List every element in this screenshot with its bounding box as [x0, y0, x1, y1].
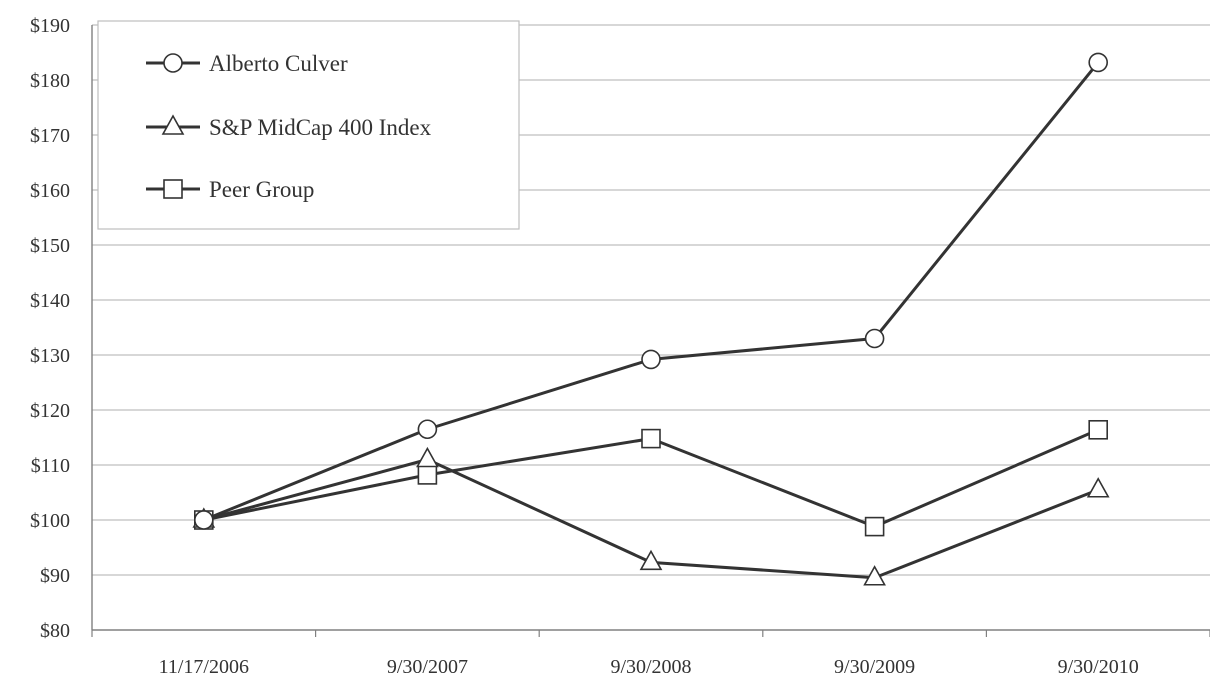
- data-point-circle: [864, 328, 885, 349]
- y-tick-label: $110: [31, 455, 70, 477]
- y-tick-label: $160: [30, 180, 70, 202]
- legend-marker-square: [163, 179, 183, 199]
- x-tick-label: 9/30/2007: [387, 656, 468, 678]
- y-tick-label: $170: [30, 125, 70, 147]
- data-point-triangle: [639, 549, 663, 571]
- y-tick-label: $100: [30, 510, 70, 532]
- y-tick-label: $120: [30, 400, 70, 422]
- x-tick-label: 11/17/2006: [159, 656, 249, 678]
- y-tick-label: $80: [40, 620, 70, 642]
- data-point-square: [641, 428, 661, 449]
- y-tick-label: $140: [30, 290, 70, 312]
- data-point-circle: [194, 510, 214, 530]
- axes: [91, 25, 1210, 637]
- legend-label: Peer Group: [209, 177, 314, 202]
- data-point-triangle: [863, 565, 886, 586]
- data-point-triangle: [416, 446, 439, 468]
- data-point-square: [417, 465, 438, 485]
- data-point-circle: [641, 349, 661, 370]
- legend: Alberto Culver S&P MidCap 400 Index Peer G…: [97, 20, 520, 230]
- data-point-circle: [417, 419, 438, 440]
- y-tick-label: $190: [30, 15, 70, 37]
- legend-marker-triangle: [161, 114, 185, 135]
- x-tick-label: 9/30/2008: [610, 656, 691, 678]
- x-tick-label: 9/30/2009: [834, 656, 915, 678]
- data-point-square: [1088, 419, 1108, 440]
- series-markers: [192, 52, 1110, 586]
- data-point-triangle: [1086, 477, 1110, 498]
- y-tick-label: $130: [30, 345, 70, 367]
- y-axis-ticks: $80 $90 $100 $110 $120 $130 $140 $150 $160 $170 $1…: [30, 15, 70, 642]
- legend-marker-circle: [163, 53, 183, 73]
- x-axis-ticks: 11/17/2006 9/30/2007 9/30/2008 9/30/2009 9/3…: [159, 656, 1139, 678]
- y-tick-label: $150: [30, 235, 70, 257]
- x-tick-label: 9/30/2010: [1058, 656, 1139, 678]
- data-point-circle: [1088, 52, 1108, 73]
- y-tick-label: $90: [40, 565, 70, 587]
- legend-label: S&P MidCap 400 Index: [209, 115, 432, 140]
- data-point-square: [864, 516, 885, 537]
- y-tick-label: $180: [30, 70, 70, 92]
- legend-label: Alberto Culver: [209, 51, 348, 76]
